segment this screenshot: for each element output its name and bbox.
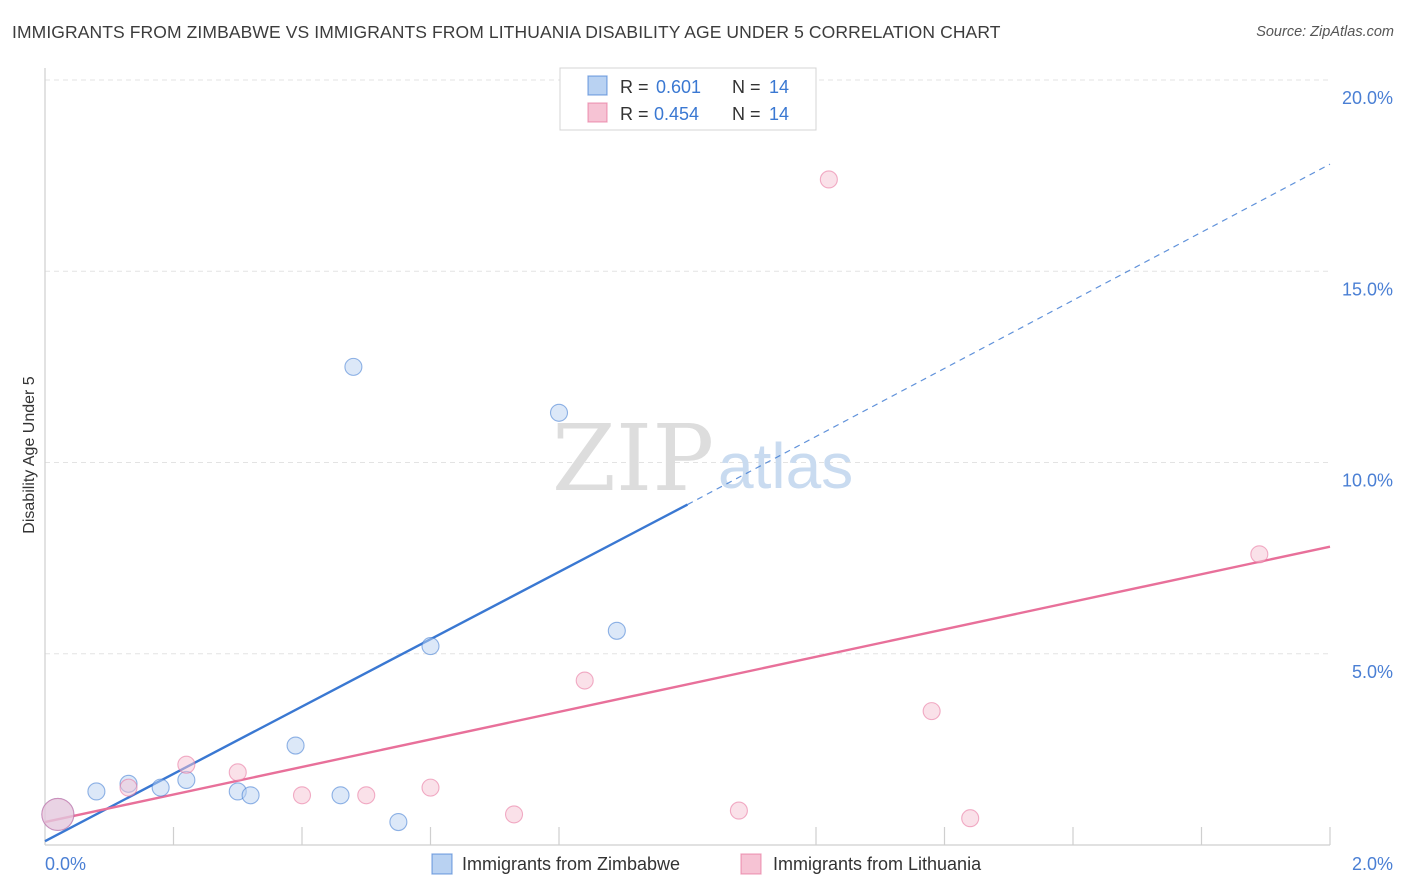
series-legend-swatch-zimbabwe — [431, 853, 453, 875]
point-zimbabwe — [344, 357, 363, 376]
watermark-atlas: atlas — [718, 430, 853, 502]
point-lithuania — [961, 809, 980, 828]
trend-line-extension-zimbabwe — [687, 163, 1331, 506]
series-legend: Immigrants from Zimbabwe Immigrants from… — [431, 853, 982, 875]
point-lithuania — [504, 805, 524, 824]
y-axis-label: Disability Age Under 5 — [21, 376, 38, 534]
x-tick-label: 0.0% — [45, 854, 86, 874]
point-lithuania — [729, 801, 748, 820]
legend-swatch-lithuania — [587, 102, 608, 123]
point-lithuania — [292, 786, 312, 805]
y-tick-label: 20.0% — [1342, 88, 1393, 108]
point-lithuania — [1250, 545, 1269, 564]
data-points — [41, 170, 1269, 832]
y-tick-label: 10.0% — [1342, 471, 1393, 491]
series-legend-swatch-lithuania — [740, 853, 762, 875]
point-lithuania — [357, 786, 376, 805]
x-tick-label: 2.0% — [1352, 854, 1393, 874]
point-lithuania — [119, 778, 138, 797]
point-zimbabwe — [177, 770, 196, 790]
series-legend-label-lithuania: Immigrants from Lithuania — [773, 854, 982, 874]
point-lithuania — [228, 763, 247, 782]
point-zimbabwe — [389, 812, 408, 832]
y-tick-label: 5.0% — [1352, 662, 1393, 682]
point-lithuania — [41, 797, 75, 831]
legend-n-value-lithuania: 14 — [769, 104, 789, 124]
x-tick-labels: 0.0% 2.0% — [45, 854, 1393, 874]
watermark-zip: ZIP — [552, 405, 714, 512]
y-tick-labels: 5.0% 10.0% 15.0% 20.0% — [1342, 88, 1393, 682]
point-zimbabwe — [607, 621, 626, 640]
gridlines — [45, 79, 1330, 655]
point-zimbabwe — [241, 786, 260, 805]
trend-line-lithuania — [44, 545, 1331, 824]
point-zimbabwe — [331, 786, 350, 805]
source-credit: Source: ZipAtlas.com — [1256, 24, 1394, 40]
point-zimbabwe — [151, 778, 170, 797]
legend-n-label-zimbabwe: N = — [732, 77, 761, 97]
point-zimbabwe — [421, 637, 440, 656]
legend-n-value-zimbabwe: 14 — [769, 77, 789, 97]
legend-r-label-zimbabwe: R = — [620, 77, 649, 97]
legend-r-value-lithuania: 0.454 — [654, 104, 699, 124]
point-lithuania — [922, 702, 941, 721]
legend-r-value-zimbabwe: 0.601 — [656, 77, 701, 97]
legend-swatch-zimbabwe — [587, 75, 608, 96]
legend-n-label-lithuania: N = — [732, 104, 761, 124]
point-lithuania — [421, 778, 440, 797]
series-legend-label-zimbabwe: Immigrants from Zimbabwe — [462, 854, 680, 874]
chart-title: IMMIGRANTS FROM ZIMBABWE VS IMMIGRANTS F… — [12, 22, 1001, 42]
point-lithuania — [819, 170, 838, 189]
watermark: ZIP atlas — [552, 405, 853, 512]
axes — [44, 68, 1331, 846]
legend-r-label-lithuania: R = — [620, 104, 649, 124]
point-lithuania — [575, 671, 594, 690]
correlation-legend: R = 0.601 N = 14 R = 0.454 N = 14 — [559, 67, 817, 131]
point-zimbabwe — [549, 403, 569, 422]
point-zimbabwe — [286, 736, 305, 755]
y-tick-label: 15.0% — [1342, 279, 1393, 299]
point-lithuania — [177, 755, 196, 774]
point-zimbabwe — [87, 782, 106, 801]
